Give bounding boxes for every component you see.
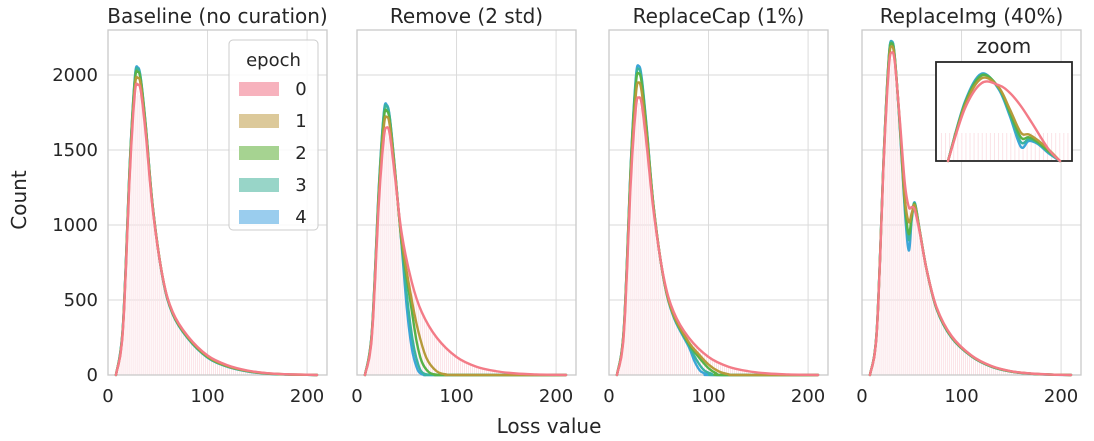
x-tick-label: 200 <box>791 386 825 407</box>
y-tick-label: 500 <box>64 290 98 311</box>
panel-frame <box>107 29 328 376</box>
x-tick-label: 0 <box>102 386 113 407</box>
x-tick-label: 0 <box>603 386 614 407</box>
legend-label: 4 <box>295 207 306 228</box>
panel-frame <box>861 29 1082 376</box>
x-tick-label: 100 <box>944 386 978 407</box>
panel-4: ReplaceImg (40%) 0 100 200 zoom <box>856 4 1082 407</box>
x-tick-label: 100 <box>691 386 725 407</box>
legend-label: 2 <box>295 143 306 164</box>
panel-1: Baseline (no curation)0 100 20005001000150… <box>52 4 328 407</box>
x-tick-label: 100 <box>190 386 224 407</box>
inset-line-epoch-2 <box>946 73 1062 163</box>
inset-line-epoch-0 <box>946 80 1062 163</box>
x-tick-label: 100 <box>439 386 473 407</box>
x-tick-label: 200 <box>539 386 573 407</box>
series-line-epoch-0 <box>114 82 319 377</box>
inset-title: zoom <box>977 34 1031 58</box>
legend-swatch <box>239 114 279 128</box>
x-tick-label: 0 <box>351 386 362 407</box>
inset-frame <box>935 61 1073 162</box>
x-tick-label: 0 <box>856 386 867 407</box>
x-tick-label: 200 <box>1044 386 1078 407</box>
x-axis-label: Loss value <box>497 414 602 438</box>
legend-label: 1 <box>295 111 306 132</box>
series-line-epoch-0 <box>868 51 1073 377</box>
panel-2: Remove (2 std) 0 100 200 <box>351 4 577 407</box>
y-tick-label: 1500 <box>52 140 98 161</box>
series-line-epoch-0 <box>363 126 568 377</box>
legend: epoch 0 1 2 3 4 <box>228 39 319 231</box>
legend-swatch <box>239 146 279 160</box>
panel-title: Remove (2 std) <box>390 4 543 28</box>
panel-frame <box>356 29 577 376</box>
panel-title: Baseline (no curation) <box>107 4 328 28</box>
legend-label: 3 <box>295 175 306 196</box>
panel-title: ReplaceImg (40%) <box>880 4 1064 28</box>
legend-swatch <box>239 178 279 192</box>
y-axis-label: Count <box>7 170 31 230</box>
legend-title: epoch <box>246 50 301 71</box>
panels: Baseline (no curation)0 100 20005001000150… <box>52 4 1082 407</box>
panel-3: ReplaceCap (1%) 0 100 200 <box>603 4 829 407</box>
y-tick-label: 0 <box>87 365 98 386</box>
inset-line-epoch-1 <box>946 76 1062 163</box>
y-tick-label: 1000 <box>52 215 98 236</box>
x-tick-label: 200 <box>290 386 324 407</box>
panel-title: ReplaceCap (1%) <box>633 4 805 28</box>
legend-swatch <box>239 82 279 96</box>
series-line-epoch-0 <box>615 96 820 377</box>
y-tick-label: 2000 <box>52 65 98 86</box>
legend-label: 0 <box>295 79 306 100</box>
legend-swatch <box>239 210 279 224</box>
